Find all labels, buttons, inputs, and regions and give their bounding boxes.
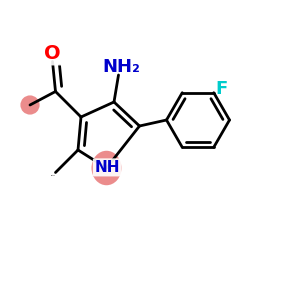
Ellipse shape (92, 151, 122, 185)
Text: F: F (215, 80, 227, 98)
Text: NH₂: NH₂ (103, 58, 140, 76)
Text: NH: NH (94, 160, 120, 175)
Circle shape (20, 95, 40, 115)
Text: methyl: methyl (51, 174, 56, 175)
Text: O: O (44, 44, 61, 64)
